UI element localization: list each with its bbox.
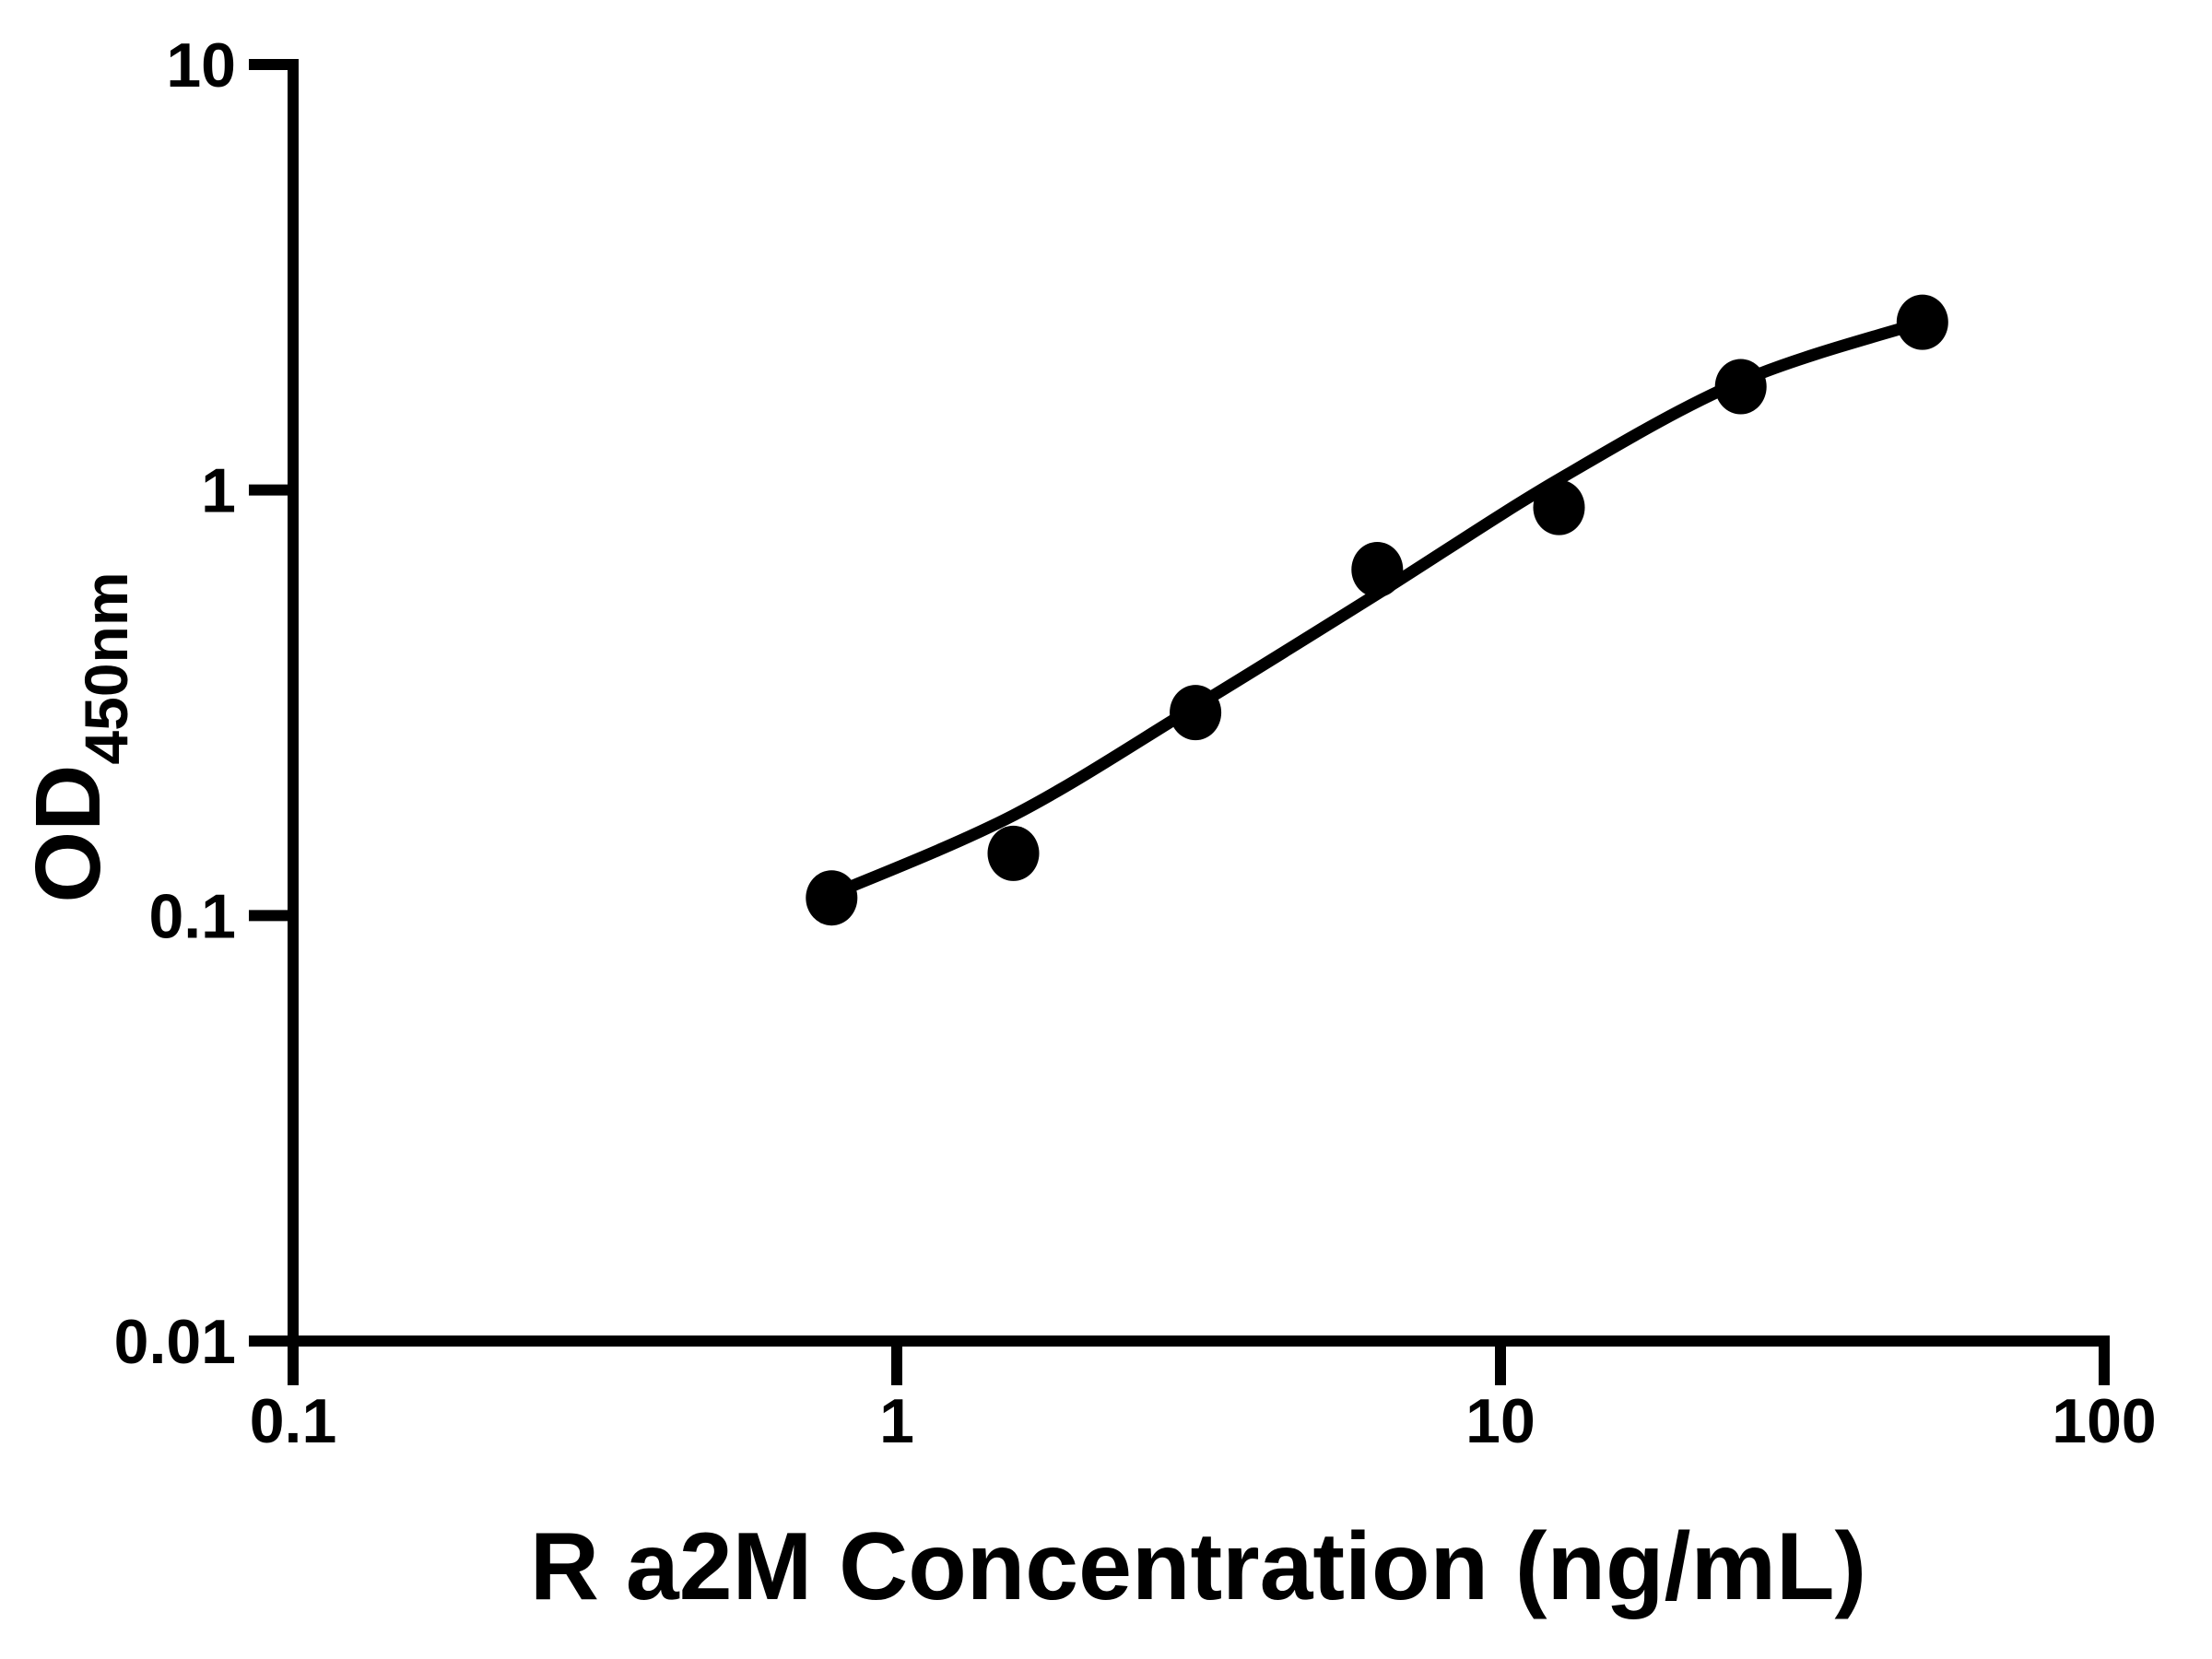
x-tick-label: 1 (879, 1386, 914, 1456)
data-point-marker (1533, 479, 1585, 535)
y-axis-title: OD450nm (17, 571, 140, 902)
data-point-marker (1896, 294, 1948, 350)
data-points (806, 294, 1948, 926)
y-tick-label: 0.01 (114, 1307, 236, 1377)
data-point-marker (987, 825, 1040, 881)
data-point-marker (1714, 359, 1767, 415)
y-tick-label: 10 (166, 30, 236, 100)
data-point-marker (1170, 685, 1222, 741)
data-point-marker (806, 870, 858, 926)
x-tick-label: 10 (1465, 1386, 1535, 1456)
y-tick-label: 0.1 (148, 881, 236, 951)
data-point-marker (1351, 542, 1404, 597)
x-tick-label: 100 (2052, 1386, 2156, 1456)
x-axis-title: R a2M Concentration (ng/mL) (530, 1513, 1866, 1620)
y-tick-label: 1 (201, 456, 236, 526)
y-axis-title-sub: 450nm (72, 571, 140, 764)
y-axis-title-main: OD (17, 765, 120, 903)
fit-curve-line (825, 316, 1929, 901)
x-tick-label: 0.1 (250, 1386, 337, 1456)
